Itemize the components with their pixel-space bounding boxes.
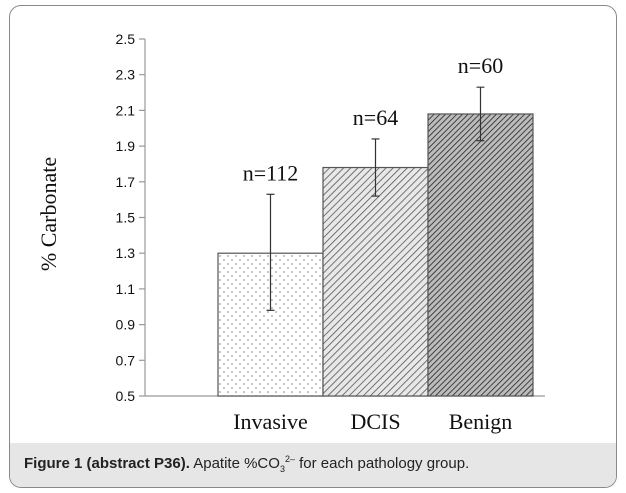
caption-text-after: for each pathology group. (294, 455, 470, 472)
y-tick-label: 1.1 (116, 281, 136, 297)
error-bars-group (266, 86, 485, 311)
bar-chart: % Carbonate 0.5 0.7 0.9 1.1 1.3 1.5 1.7 1.9 2.1 2… (36, 31, 545, 434)
bar-dcis (322, 166, 429, 397)
bar-benign (427, 113, 534, 397)
x-tick-label-benign: Benign (449, 409, 513, 434)
caption-subscript: 3 (279, 464, 285, 474)
y-axis: 0.5 0.7 0.9 1.1 1.3 1.5 1.7 1.9 2.1 2.3 2.5 (116, 31, 545, 404)
y-axis-title: % Carbonate (36, 157, 61, 271)
y-tick-label: 0.9 (116, 317, 136, 333)
error-bar-invasive (266, 193, 275, 311)
y-tick-label: 1.3 (116, 245, 136, 261)
y-tick-label: 1.7 (116, 174, 136, 190)
data-label-invasive: n=112 (243, 160, 299, 185)
y-tick-label: 0.7 (116, 352, 136, 368)
x-axis-labels: Invasive DCIS Benign (233, 409, 512, 434)
y-tick-label: 2.5 (116, 31, 136, 47)
caption-superscript: 2– (284, 454, 295, 464)
y-tick-label: 2.3 (116, 67, 136, 83)
error-bar-dcis (371, 138, 380, 197)
caption-label: Figure 1 (abstract P36). (24, 455, 190, 472)
data-label-dcis: n=64 (353, 105, 398, 130)
y-tick-label: 2.1 (116, 102, 136, 118)
x-tick-label-invasive: Invasive (233, 409, 308, 434)
y-tick-label: 0.5 (116, 388, 136, 404)
y-tick-label: 1.9 (116, 138, 136, 154)
figure-caption: Figure 1 (abstract P36). Apatite %CO32– … (24, 454, 470, 474)
error-bar-benign (476, 86, 485, 142)
caption-bar: Figure 1 (abstract P36). Apatite %CO32– … (10, 443, 616, 487)
data-label-benign: n=60 (458, 53, 503, 78)
y-tick-label: 1.5 (116, 210, 136, 226)
figure-frame: % Carbonate 0.5 0.7 0.9 1.1 1.3 1.5 1.7 1.9 2.1 2… (9, 5, 617, 488)
data-labels-group: n=112 n=64 n=60 (243, 53, 504, 185)
caption-text-before: Apatite %CO (189, 455, 280, 472)
x-tick-label-dcis: DCIS (350, 409, 400, 434)
